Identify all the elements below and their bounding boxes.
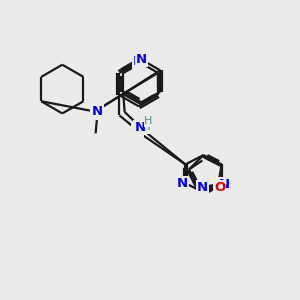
Text: N: N [134,121,146,134]
Text: H: H [142,120,151,133]
Text: N: N [177,177,188,190]
Text: N: N [133,55,144,68]
Text: O: O [214,181,225,194]
Text: H: H [144,116,153,127]
Text: N: N [218,178,230,191]
Text: N: N [136,53,147,66]
Text: N: N [132,125,143,138]
Text: N: N [92,106,103,118]
Text: N: N [197,181,208,194]
